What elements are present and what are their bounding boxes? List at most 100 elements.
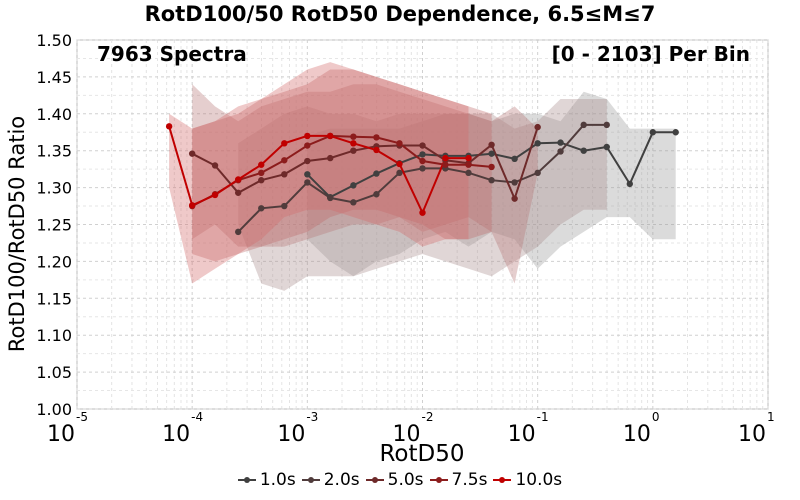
point-2.0s: [350, 199, 357, 206]
point-5.0s: [281, 171, 288, 178]
y-tick-label: 1.45: [36, 68, 72, 87]
legend-swatch: [301, 475, 320, 485]
point-1.0s: [649, 129, 657, 136]
point-2.0s: [234, 228, 242, 236]
point-5.0s: [188, 150, 196, 157]
line-10.0s: [168, 126, 469, 216]
point-1.0s: [580, 147, 587, 154]
legend: 1.0s 2.0s 5.0s 7.5s 10.0s: [0, 470, 800, 490]
y-tick-label: 1.10: [36, 326, 72, 345]
point-1.0s: [419, 151, 426, 158]
point-10.0s: [350, 140, 357, 147]
legend-item: 5.0s: [365, 470, 424, 490]
series-points: [165, 121, 679, 236]
legend-swatch: [237, 475, 256, 485]
band-7.5s: [192, 69, 492, 262]
point-7.5s: [442, 161, 449, 168]
point-1.0s: [511, 155, 518, 163]
point-7.5s: [396, 140, 403, 147]
point-7.5s: [419, 157, 426, 165]
y-tick-label: 1.50: [36, 31, 72, 50]
x-tick-exponent: -1: [537, 410, 549, 424]
point-5.0s: [304, 157, 311, 165]
x-tick-label: 10: [162, 422, 190, 447]
legend-item: 1.0s: [237, 470, 296, 490]
y-tick-label: 1.15: [36, 289, 72, 308]
legend-label: 10.0s: [515, 470, 563, 490]
legend-item: 7.5s: [429, 470, 488, 490]
line-5.0s: [191, 126, 539, 202]
point-1.0s: [304, 171, 311, 178]
point-2.0s: [327, 194, 334, 202]
chart-title: RotD100/50 RotD50 Dependence, 6.5≤M≤7: [144, 2, 656, 26]
x-tick-label: 10: [623, 422, 651, 447]
point-5.0s: [488, 141, 495, 148]
point-2.0s: [511, 179, 518, 186]
point-7.5s: [465, 161, 472, 168]
point-10.0s: [442, 154, 449, 162]
point-2.0s: [534, 169, 541, 177]
point-5.0s: [234, 189, 242, 196]
point-5.0s: [511, 195, 518, 202]
point-5.0s: [350, 147, 357, 154]
point-7.5s: [304, 142, 311, 149]
band-1.0s: [307, 91, 676, 277]
point-1.0s: [626, 180, 634, 188]
line-7.5s: [191, 134, 492, 207]
point-10.0s: [211, 191, 219, 199]
legend-label: 5.0s: [387, 470, 424, 490]
point-2.0s: [258, 205, 265, 212]
legend-label: 2.0s: [323, 470, 360, 490]
point-10.0s: [373, 146, 380, 154]
x-tick-exponent: 1: [767, 410, 775, 424]
legend-swatch: [365, 475, 384, 485]
point-1.0s: [557, 139, 564, 146]
x-tick-label: 10: [393, 422, 421, 447]
point-1.0s: [350, 182, 357, 189]
y-tick-label: 1.35: [36, 142, 72, 161]
point-2.0s: [304, 179, 311, 186]
point-10.0s: [258, 161, 265, 168]
x-tick-label: 10: [277, 422, 305, 447]
x-tick-exponent: -5: [76, 410, 88, 424]
point-10.0s: [419, 209, 426, 216]
annotation-spectra-count: 7963 Spectra: [97, 42, 247, 66]
x-tick-exponent: 0: [652, 410, 660, 424]
annotation-bin-range: [0 - 2103] Per Bin: [552, 42, 750, 66]
point-2.0s: [603, 121, 610, 129]
point-7.5s: [281, 157, 288, 164]
point-10.0s: [465, 154, 472, 162]
legend-label: 7.5s: [451, 470, 488, 490]
point-5.0s: [211, 162, 219, 169]
point-5.0s: [327, 154, 334, 162]
point-7.5s: [488, 163, 495, 171]
point-5.0s: [534, 123, 541, 131]
y-tick-label: 1.25: [36, 216, 72, 235]
point-5.0s: [258, 177, 265, 184]
legend-item: 2.0s: [301, 470, 360, 490]
point-2.0s: [488, 177, 495, 184]
y-tick-label: 1.05: [36, 363, 72, 382]
y-axis-ticks: 1.00 1.05 1.10 1.15 1.20 1.25 1.30 1.35 1.40 1.45…: [36, 31, 72, 419]
point-10.0s: [327, 132, 334, 140]
point-7.5s: [258, 169, 265, 177]
point-2.0s: [557, 148, 564, 155]
legend-swatch: [493, 475, 512, 485]
point-2.0s: [396, 169, 403, 177]
y-tick-label: 1.40: [36, 105, 72, 124]
point-10.0s: [234, 176, 242, 183]
point-5.0s: [419, 142, 426, 149]
point-10.0s: [281, 140, 288, 147]
band-10.0s: [169, 62, 469, 284]
grid: [76, 39, 769, 410]
x-tick-exponent: -3: [306, 410, 318, 424]
point-1.0s: [488, 150, 495, 157]
point-2.0s: [580, 121, 587, 129]
point-2.0s: [465, 169, 472, 177]
x-tick-label: 10: [508, 422, 536, 447]
chart-svg: 1.00 1.05 1.10 1.15 1.20 1.25 1.30 1.35 1.40 1.45…: [5, 31, 775, 467]
uncertainty-bands: [169, 62, 676, 291]
legend-label: 1.0s: [259, 470, 296, 490]
band-5.0s: [192, 84, 538, 284]
